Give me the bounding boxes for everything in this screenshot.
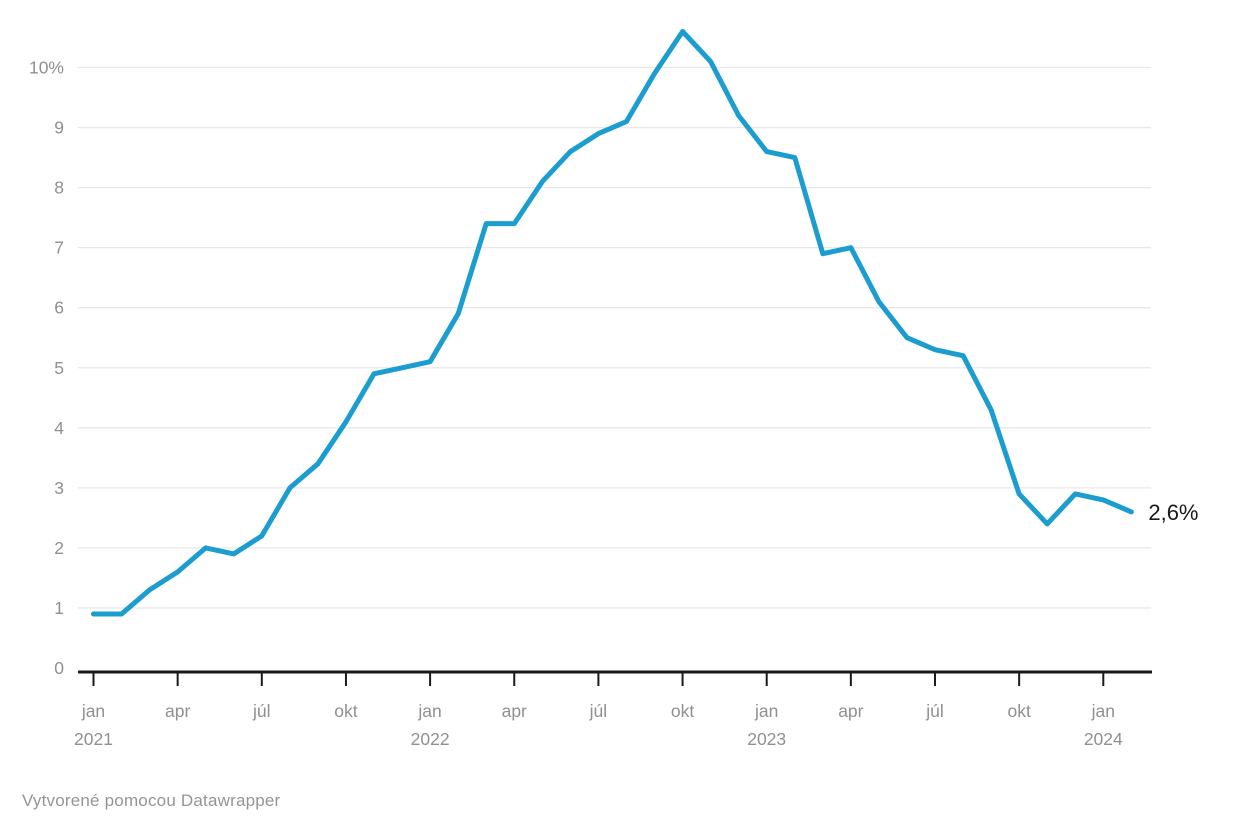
- y-axis-tick-label: 8: [54, 178, 64, 198]
- x-axis-month-label: okt: [334, 701, 357, 721]
- data-line-series: [91, 29, 1134, 617]
- y-axis-tick-label: 9: [54, 118, 64, 138]
- x-axis-month-label: jan: [1091, 701, 1115, 721]
- x-axis-month-label: apr: [165, 701, 190, 721]
- x-axis-month-label: apr: [502, 701, 527, 721]
- x-axis-month-label: júl: [925, 701, 944, 721]
- y-axis-tick-label: 6: [54, 298, 64, 318]
- x-axis-year-label: 2022: [411, 729, 450, 749]
- inflation-line-chart: 0 1 2 3 4 5 6 7 8 9 10% jan 2021 apr júl okt jan 2022 apr j…: [29, 29, 1199, 749]
- y-axis-tick-label: 2: [54, 538, 64, 558]
- x-axis-month-label: júl: [589, 701, 608, 721]
- datawrapper-attribution: Vytvorené pomocou Datawrapper: [22, 791, 281, 810]
- last-value-label: 2,6%: [1148, 500, 1198, 525]
- y-axis-tick-label: 7: [54, 238, 64, 258]
- y-axis-tick-label: 4: [54, 418, 64, 438]
- x-axis-month-label: okt: [1007, 701, 1030, 721]
- y-axis-tick-label: 3: [54, 478, 64, 498]
- y-axis-tick-label: 1: [54, 598, 64, 618]
- y-axis-tick-label: 0: [54, 658, 64, 678]
- x-axis-month-label: jan: [417, 701, 441, 721]
- y-axis-tick-label: 10%: [29, 58, 64, 78]
- x-axis-month-label: jan: [754, 701, 778, 721]
- y-axis-tick-label: 5: [54, 358, 64, 378]
- x-axis-year-label: 2021: [74, 729, 113, 749]
- x-axis-year-label: 2023: [747, 729, 786, 749]
- x-axis-year-label: 2024: [1084, 729, 1123, 749]
- x-axis-month-label: apr: [838, 701, 863, 721]
- x-axis-month-label: jan: [81, 701, 105, 721]
- x-axis-month-label: okt: [671, 701, 694, 721]
- x-axis-month-label: júl: [252, 701, 271, 721]
